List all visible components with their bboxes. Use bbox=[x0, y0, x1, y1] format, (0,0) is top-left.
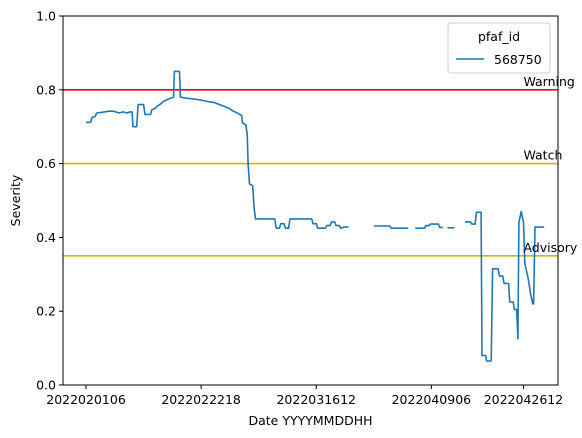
threshold-annotations: Warning Watch Advisory bbox=[523, 74, 577, 255]
y-tick-label: 1.0 bbox=[36, 9, 56, 24]
legend-entry: 568750 bbox=[494, 52, 542, 67]
x-tick-label: 2022020106 bbox=[46, 392, 126, 407]
series-line-segment bbox=[373, 225, 409, 229]
threshold-lines bbox=[63, 89, 558, 257]
x-axis-label: Date YYYYMMDDHH bbox=[248, 413, 372, 428]
y-tick-label: 0.8 bbox=[36, 82, 56, 97]
legend: pfaf_id 568750 bbox=[447, 22, 551, 74]
x-tick-label: 2022031612 bbox=[276, 392, 356, 407]
threshold-label-advisory: Advisory bbox=[523, 240, 577, 255]
legend-box bbox=[447, 22, 551, 74]
y-tick-label: 0.6 bbox=[36, 156, 56, 171]
series-layer bbox=[86, 70, 545, 362]
y-axis: 0.0 0.2 0.4 0.6 0.8 1.0 bbox=[36, 9, 63, 393]
threshold-label-warning: Warning bbox=[523, 74, 574, 89]
x-tick-label: 2022040906 bbox=[392, 392, 472, 407]
x-tick-label: 2022022218 bbox=[161, 392, 241, 407]
y-tick-label: 0.2 bbox=[36, 304, 56, 319]
legend-title: pfaf_id bbox=[478, 29, 520, 44]
axes-frame bbox=[62, 15, 559, 386]
x-tick-label: 2022042612 bbox=[484, 392, 564, 407]
series-line-segment bbox=[465, 210, 545, 362]
series-line-segment bbox=[415, 223, 443, 229]
y-axis-label: Severity bbox=[8, 174, 23, 226]
series-line-segment bbox=[86, 70, 349, 229]
x-axis: 2022020106 2022022218 2022031612 2022040906… bbox=[46, 385, 563, 407]
y-tick-label: 0.0 bbox=[36, 378, 56, 393]
y-tick-label: 0.4 bbox=[36, 230, 56, 245]
threshold-label-watch: Watch bbox=[523, 148, 562, 163]
